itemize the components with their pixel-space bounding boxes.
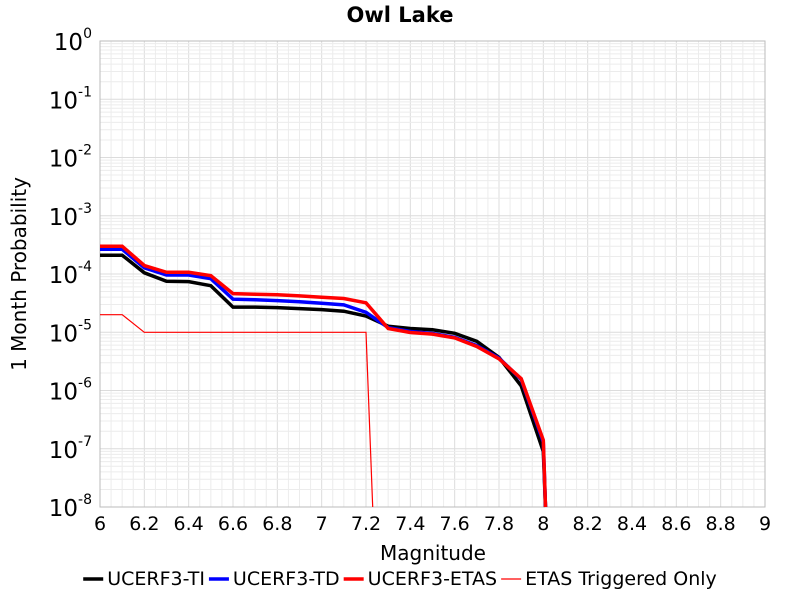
x-tick-label: 8.4: [617, 513, 647, 535]
y-tick-exponent: -2: [78, 143, 92, 159]
y-tick-base: 10: [54, 30, 83, 56]
y-tick-base: 10: [49, 321, 78, 347]
y-tick-exponent: 0: [83, 26, 92, 42]
legend-item-label: UCERF3-TI: [107, 568, 205, 590]
y-tick-base: 10: [49, 205, 78, 231]
y-tick-label: 10-6: [49, 376, 92, 406]
x-tick-label: 8.6: [661, 513, 691, 535]
y-tick-exponent: -5: [78, 317, 92, 333]
y-tick-base: 10: [49, 496, 78, 522]
x-tick-label: 7.8: [484, 513, 514, 535]
x-tick-label: 6: [94, 513, 106, 535]
y-tick-exponent: -8: [78, 492, 92, 508]
legend-item-label: ETAS Triggered Only: [525, 568, 717, 590]
y-tick-base: 10: [49, 438, 78, 464]
series-line-ucerf3-etas: [100, 244, 548, 508]
y-tick-exponent: -6: [78, 376, 92, 392]
plot-grid: [99, 41, 766, 508]
x-tick-label: 6.6: [218, 513, 248, 535]
y-axis-label: 1 Month Probability: [7, 177, 31, 371]
x-tick-label: 8: [537, 513, 549, 535]
legend-item-label: UCERF3-TD: [233, 568, 340, 590]
y-tick-exponent: -1: [78, 84, 92, 100]
x-axis-ticks: 6 6.2 6.4 6.6 6.8 7 7.2 7.4 7.6 7.8 8 8.2 8.4 8.6 8.8 9: [94, 513, 771, 535]
legend: UCERF3-TI UCERF3-TD UCERF3-ETAS ETAS Trigge…: [83, 568, 717, 590]
series-line-ucerf3-ti: [100, 253, 548, 508]
y-tick-label: 10-4: [49, 259, 92, 289]
plot-area: [99, 40, 766, 508]
x-tick-label: 6.2: [129, 513, 159, 535]
series-line-etas-triggered-only: [100, 314, 374, 508]
y-tick-label: 10-5: [49, 317, 92, 347]
y-tick-label: 10-1: [49, 84, 92, 114]
y-tick-exponent: -7: [78, 434, 92, 450]
y-tick-label: 100: [54, 26, 92, 56]
y-tick-label: 10-7: [49, 434, 92, 464]
y-tick-label: 10-3: [49, 201, 92, 231]
y-tick-exponent: -3: [78, 201, 92, 217]
x-tick-label: 6.4: [174, 513, 204, 535]
x-tick-label: 7.2: [351, 513, 381, 535]
x-tick-label: 9: [759, 513, 771, 535]
x-tick-label: 6.8: [262, 513, 292, 535]
y-tick-base: 10: [49, 147, 78, 173]
y-tick-base: 10: [49, 88, 78, 114]
series-layer: [100, 244, 548, 508]
x-tick-label: 8.2: [573, 513, 603, 535]
y-tick-exponent: -4: [78, 259, 92, 275]
x-tick-label: 8.8: [706, 513, 736, 535]
x-tick-label: 7.4: [395, 513, 425, 535]
y-tick-label: 10-2: [49, 143, 92, 173]
x-axis-label: Magnitude: [380, 541, 486, 565]
y-tick-base: 10: [49, 380, 78, 406]
legend-item-label: UCERF3-ETAS: [368, 568, 497, 590]
x-tick-label: 7: [316, 513, 328, 535]
y-tick-base: 10: [49, 263, 78, 289]
y-tick-label: 10-8: [49, 492, 92, 522]
x-tick-label: 7.6: [440, 513, 470, 535]
chart-title: Owl Lake: [347, 3, 454, 27]
